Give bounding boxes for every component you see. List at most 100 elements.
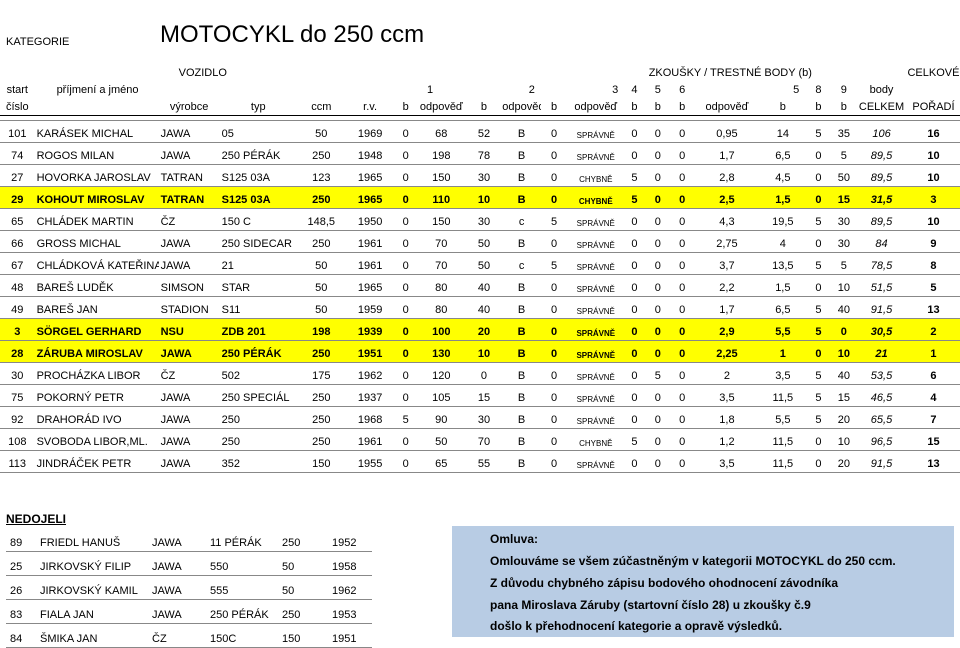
cell-test-5-b: 0 bbox=[644, 142, 671, 165]
cell-test-3-b: 0 bbox=[540, 384, 568, 407]
cell-ccm: 150 bbox=[296, 450, 346, 473]
cell-test-6-b: 0 bbox=[671, 186, 694, 209]
cell-manufacturer: JAWA bbox=[148, 575, 206, 600]
cell-test-7-answer: 2,75 bbox=[693, 230, 761, 253]
cell-rider-name: CHLÁDKOVÁ KATEŘINA bbox=[34, 252, 159, 275]
cell-test-3-b: 0 bbox=[540, 362, 568, 385]
cell-ccm: 250 bbox=[296, 340, 346, 363]
cell-test-3-b: 5 bbox=[540, 208, 568, 231]
cell-type: 555 bbox=[206, 575, 278, 600]
cell-test-4-b: 0 bbox=[624, 318, 645, 341]
cell-test-8-b: 5 bbox=[805, 120, 832, 143]
header-sub: b bbox=[760, 98, 806, 116]
cell-test-4-answer: SPRÁVNĚ bbox=[567, 142, 625, 165]
cell-test-7-b: 5,5 bbox=[760, 318, 806, 341]
cell-test-4-b: 0 bbox=[624, 450, 645, 473]
header-num-6: 6 bbox=[679, 83, 686, 96]
cell-year: 1962 bbox=[345, 362, 395, 385]
cell-total-points: 96,5 bbox=[856, 428, 907, 451]
cell-total-points: 89,5 bbox=[856, 208, 907, 231]
cell-test-7-answer: 1,8 bbox=[693, 406, 761, 429]
nedojeli-title: NEDOJELI bbox=[6, 512, 67, 526]
cell-manufacturer: ČZ bbox=[148, 623, 206, 648]
cell-test-2-b: 15 bbox=[465, 384, 503, 407]
header-celkove: CELKOVÉ bbox=[907, 66, 960, 79]
cell-year: 1948 bbox=[345, 142, 395, 165]
cell-total-points: 78,5 bbox=[856, 252, 907, 275]
cell-test-3-answer: c bbox=[502, 208, 541, 231]
cell-ccm: 250 bbox=[296, 428, 346, 451]
cell-start-number: 28 bbox=[0, 340, 35, 363]
header-typ: typ bbox=[219, 98, 297, 116]
cell-test-9-b: 20 bbox=[831, 450, 857, 473]
nedojeli-row: 26 JIRKOVSKÝ KAMIL JAWA 555 50 1962 bbox=[6, 575, 372, 600]
cell-manufacturer: TATRAN bbox=[158, 164, 220, 187]
header-ccm: ccm bbox=[296, 98, 346, 116]
cell-test-1-b: 5 bbox=[394, 406, 417, 429]
cell-start-number: 75 bbox=[0, 384, 35, 407]
cell-test-2-answer: 80 bbox=[416, 274, 466, 297]
cell-rider-name: KOHOUT MIROSLAV bbox=[34, 186, 159, 209]
cell-test-6-b: 0 bbox=[671, 318, 694, 341]
cell-ranking: 10 bbox=[906, 208, 960, 231]
cell-test-6-b: 0 bbox=[671, 164, 694, 187]
cell-test-4-answer: SPRÁVNĚ bbox=[567, 208, 625, 231]
cell-test-1-b: 0 bbox=[394, 164, 417, 187]
table-row: 65 CHLÁDEK MARTIN ČZ 150 C 148,5 1950 0 150 30 c 5… bbox=[0, 208, 960, 231]
cell-type: 352 bbox=[219, 450, 297, 473]
cell-test-7-b: 19,5 bbox=[760, 208, 806, 231]
cell-manufacturer: ČZ bbox=[158, 208, 220, 231]
cell-test-3-answer: B bbox=[502, 274, 541, 297]
cell-ccm: 250 bbox=[296, 230, 346, 253]
cell-manufacturer: JAWA bbox=[158, 230, 220, 253]
cell-test-5-b: 0 bbox=[644, 428, 671, 451]
cell-test-3-b: 0 bbox=[540, 230, 568, 253]
cell-rider-name: CHLÁDEK MARTIN bbox=[34, 208, 159, 231]
cell-test-2-answer: 150 bbox=[416, 164, 466, 187]
header-sub: b bbox=[624, 98, 645, 116]
cell-total-points: 31,5 bbox=[856, 186, 907, 209]
cell-test-7-b: 6,5 bbox=[760, 296, 806, 319]
cell-test-6-b: 0 bbox=[671, 274, 694, 297]
table-row: 3 SÖRGEL GERHARD NSU ZDB 201 198 1939 0 100 20 B 0… bbox=[0, 318, 960, 341]
cell-test-4-answer: SPRÁVNĚ bbox=[567, 406, 625, 429]
cell-test-7-answer: 4,3 bbox=[693, 208, 761, 231]
cell-rider-name: PROCHÁZKA LIBOR bbox=[34, 362, 159, 385]
cell-test-8-b: 5 bbox=[805, 406, 832, 429]
cell-test-1-b: 0 bbox=[394, 274, 417, 297]
cell-test-9-b: 0 bbox=[831, 318, 857, 341]
cell-test-4-b: 0 bbox=[624, 384, 645, 407]
cell-test-7-b: 5,5 bbox=[760, 406, 806, 429]
cell-test-2-b: 0 bbox=[465, 362, 503, 385]
cell-ranking: 15 bbox=[906, 428, 960, 451]
cell-test-3-b: 0 bbox=[540, 186, 568, 209]
cell-rider-name: JIRKOVSKÝ KAMIL bbox=[36, 575, 148, 600]
cell-rider-name: FRIEDL HANUŠ bbox=[36, 528, 148, 552]
cell-test-3-b: 0 bbox=[540, 428, 568, 451]
cell-test-1-b: 0 bbox=[394, 318, 417, 341]
cell-manufacturer: JAWA bbox=[158, 340, 220, 363]
cell-test-5-b: 0 bbox=[644, 208, 671, 231]
cell-test-1-b: 0 bbox=[394, 252, 417, 275]
header-row-2: start příjmení a jméno 1 2 3 4 5 6 5 8 9… bbox=[0, 81, 960, 98]
cell-year: 1937 bbox=[345, 384, 395, 407]
cell-test-3-b: 0 bbox=[540, 318, 568, 341]
cell-test-5-b: 0 bbox=[644, 340, 671, 363]
cell-test-7-answer: 1,7 bbox=[693, 142, 761, 165]
cell-rider-name: HOVORKA JAROSLAV bbox=[34, 164, 159, 187]
cell-test-7-answer: 3,5 bbox=[693, 450, 761, 473]
header-num-2: 2 bbox=[528, 83, 535, 96]
cell-type: STAR bbox=[219, 274, 297, 297]
cell-manufacturer: JAWA bbox=[158, 406, 220, 429]
cell-type: ZDB 201 bbox=[219, 318, 297, 341]
cell-test-8-b: 0 bbox=[805, 428, 832, 451]
cell-test-6-b: 0 bbox=[671, 296, 694, 319]
table-row: 49 BAREŠ JAN STADION S11 50 1959 0 80 40 B 0 SPRÁVN… bbox=[0, 296, 960, 319]
cell-test-7-b: 6,5 bbox=[760, 142, 806, 165]
cell-ccm: 50 bbox=[296, 252, 346, 275]
cell-test-4-answer: CHYBNĚ bbox=[567, 428, 625, 451]
cell-ranking: 3 bbox=[906, 186, 960, 209]
cell-ccm: 250 bbox=[296, 142, 346, 165]
cell-test-3-b: 0 bbox=[540, 296, 568, 319]
cell-total-points: 84 bbox=[856, 230, 907, 253]
